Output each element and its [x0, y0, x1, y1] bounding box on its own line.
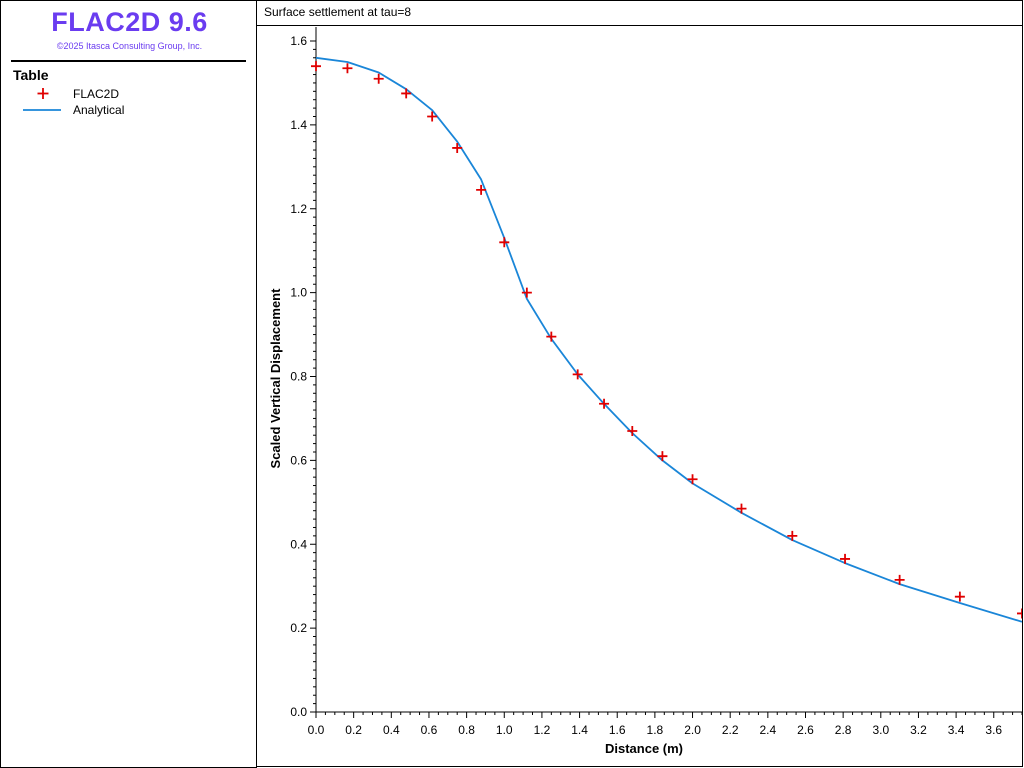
data-point-flac2d — [452, 142, 463, 153]
x-tick-label: 2.2 — [722, 723, 739, 737]
data-point-flac2d — [373, 73, 384, 84]
data-point-flac2d — [627, 426, 638, 437]
x-tick-label: 3.2 — [910, 723, 927, 737]
y-axis-label: Scaled Vertical Displacement — [268, 288, 283, 469]
legend-label-analytical: Analytical — [73, 103, 125, 117]
data-point-flac2d — [499, 237, 510, 248]
data-point-flac2d — [427, 111, 438, 122]
data-point-flac2d — [342, 63, 353, 74]
data-point-flac2d — [687, 474, 698, 485]
y-tick-label: 0.2 — [290, 621, 307, 635]
x-tick-label: 0.0 — [308, 723, 325, 737]
data-point-flac2d — [954, 591, 965, 602]
data-point-flac2d — [894, 574, 905, 585]
data-point-flac2d — [476, 184, 487, 195]
data-point-flac2d — [521, 287, 532, 298]
x-tick-label: 2.4 — [759, 723, 776, 737]
plus-marker-icon — [37, 88, 49, 99]
legend-title: Table — [13, 67, 49, 83]
chart-title: Surface settlement at tau=8 — [264, 5, 412, 19]
x-tick-label: 2.6 — [797, 723, 814, 737]
x-tick-label: 2.8 — [835, 723, 852, 737]
data-point-flac2d — [401, 88, 412, 99]
data-point-flac2d — [572, 369, 583, 380]
app-title: FLAC2D 9.6 — [51, 7, 208, 37]
y-tick-label: 1.0 — [290, 286, 307, 300]
x-tick-label: 1.8 — [647, 723, 664, 737]
data-point-flac2d — [599, 398, 610, 409]
x-tick-label: 0.6 — [421, 723, 438, 737]
y-tick-label: 1.6 — [290, 34, 307, 48]
x-tick-label: 2.0 — [684, 723, 701, 737]
data-point-flac2d — [1017, 608, 1022, 619]
x-tick-label: 3.4 — [948, 723, 965, 737]
x-tick-label: 1.6 — [609, 723, 626, 737]
data-point-flac2d — [787, 530, 798, 541]
x-tick-label: 3.6 — [985, 723, 1002, 737]
legend-panel: FLAC2D 9.6 ©2025 Itasca Consulting Group… — [0, 0, 257, 768]
series-line-analytical — [315, 56, 1022, 623]
y-tick-label: 1.4 — [290, 118, 307, 132]
plot-title-bar: Surface settlement at tau=8 — [257, 1, 1022, 26]
data-point-flac2d — [840, 553, 851, 564]
y-tick-label: 0.0 — [290, 705, 307, 719]
legend-divider — [11, 60, 246, 62]
copyright-text: ©2025 Itasca Consulting Group, Inc. — [56, 41, 203, 51]
chart-area: 0.0 0.2 0.4 0.6 0.8 1.0 1.2 1.4 1.6 0.0 0.2 0.4 0.6 0… — [268, 27, 1022, 756]
x-tick-label: 1.0 — [496, 723, 513, 737]
y-tick-label: 0.8 — [290, 370, 307, 384]
y-tick-label: 1.2 — [290, 202, 307, 216]
plot-panel: Surface settlement at tau=8 0.0 0.2 0.4 0.6… — [256, 0, 1023, 767]
y-tick-label: 0.6 — [290, 453, 307, 467]
x-tick-label: 1.4 — [571, 723, 588, 737]
data-point-flac2d — [736, 503, 747, 514]
data-point-flac2d — [546, 331, 557, 342]
data-point-flac2d — [657, 451, 668, 462]
x-tick-label: 0.8 — [458, 723, 475, 737]
legend-label-flac2d: FLAC2D — [73, 87, 120, 101]
line-icon — [23, 109, 61, 111]
x-tick-label: 3.0 — [872, 723, 889, 737]
data-point-flac2d — [311, 61, 321, 72]
y-tick-label: 0.4 — [290, 537, 307, 551]
x-tick-label: 1.2 — [534, 723, 551, 737]
x-tick-label: 0.2 — [345, 723, 362, 737]
x-axis-label: Distance (m) — [605, 741, 683, 756]
x-tick-label: 0.4 — [383, 723, 400, 737]
